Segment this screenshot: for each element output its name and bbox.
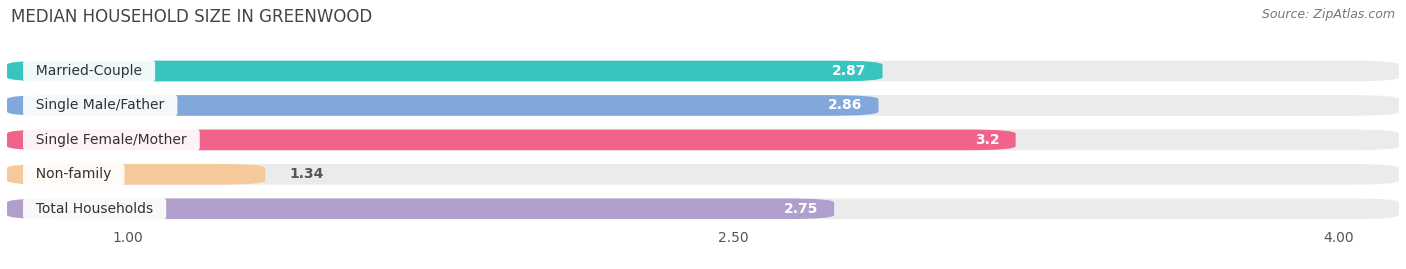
FancyBboxPatch shape [7,164,1399,185]
FancyBboxPatch shape [7,199,834,219]
FancyBboxPatch shape [7,199,1399,219]
Text: 2.87: 2.87 [832,64,866,78]
Text: Married-Couple: Married-Couple [27,64,150,78]
Text: 2.75: 2.75 [783,202,818,216]
Text: Non-family: Non-family [27,167,121,181]
Text: Source: ZipAtlas.com: Source: ZipAtlas.com [1261,8,1395,21]
Text: 3.2: 3.2 [974,133,1000,147]
Text: Single Female/Mother: Single Female/Mother [27,133,195,147]
Text: Single Male/Father: Single Male/Father [27,98,173,112]
FancyBboxPatch shape [7,95,1399,116]
FancyBboxPatch shape [7,130,1399,150]
FancyBboxPatch shape [7,130,1015,150]
Text: 1.34: 1.34 [290,167,323,181]
FancyBboxPatch shape [7,164,266,185]
Text: MEDIAN HOUSEHOLD SIZE IN GREENWOOD: MEDIAN HOUSEHOLD SIZE IN GREENWOOD [11,8,373,26]
FancyBboxPatch shape [7,95,879,116]
FancyBboxPatch shape [7,61,1399,81]
Text: Total Households: Total Households [27,202,162,216]
FancyBboxPatch shape [7,61,883,81]
Text: 2.86: 2.86 [828,98,862,112]
